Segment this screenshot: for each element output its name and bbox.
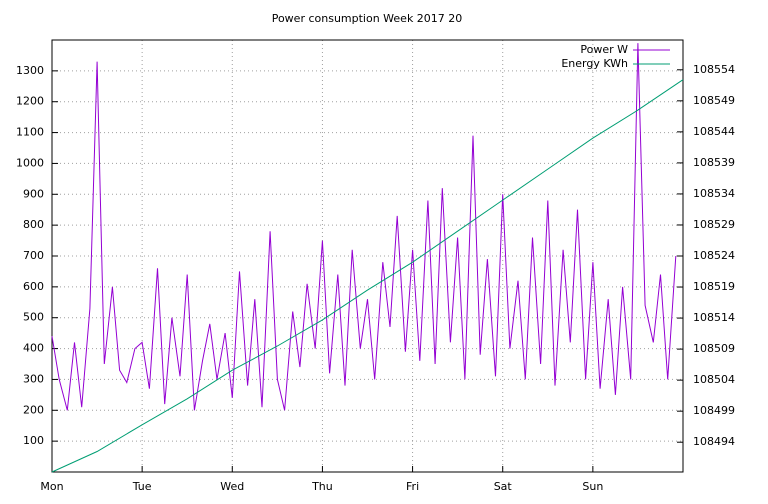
y2-tick-label: 108529 xyxy=(693,218,735,231)
series-line xyxy=(51,43,677,411)
y2-tick-label: 108514 xyxy=(693,311,735,324)
y2-tick-label: 108544 xyxy=(693,125,735,138)
y-tick-label: 1300 xyxy=(16,64,44,77)
chart-title: Power consumption Week 2017 20 xyxy=(272,12,463,25)
y2-tick-label: 108534 xyxy=(693,187,735,200)
x-tick-label: Thu xyxy=(311,480,333,493)
y-tick-label: 100 xyxy=(23,434,44,447)
y-tick-label: 900 xyxy=(23,187,44,200)
y-tick-label: 1200 xyxy=(16,95,44,108)
y-tick-label: 200 xyxy=(23,403,44,416)
y-tick-label: 300 xyxy=(23,372,44,385)
y-tick-label: 800 xyxy=(23,218,44,231)
x-tick-label: Fri xyxy=(406,480,419,493)
y-tick-label: 1000 xyxy=(16,156,44,169)
series-line xyxy=(51,79,684,473)
y-tick-label: 1100 xyxy=(16,126,44,139)
y-tick-label: 600 xyxy=(23,280,44,293)
y2-tick-label: 108524 xyxy=(693,249,735,262)
y-tick-label: 700 xyxy=(23,249,44,262)
legend-label: Power W xyxy=(580,43,628,56)
y2-tick-label: 108504 xyxy=(693,373,735,386)
y2-tick-label: 108509 xyxy=(693,342,735,355)
legend-label: Energy KWh xyxy=(561,57,628,70)
y2-tick-label: 108499 xyxy=(693,404,735,417)
x-tick-label: Sun xyxy=(582,480,603,493)
y2-tick-label: 108554 xyxy=(693,63,735,76)
y2-tick-label: 108494 xyxy=(693,435,735,448)
x-tick-label: Mon xyxy=(40,480,63,493)
plot-frame xyxy=(51,39,684,473)
y2-tick-label: 108549 xyxy=(693,94,735,107)
y2-tick-label: 108519 xyxy=(693,280,735,293)
x-tick-label: Sat xyxy=(494,480,513,493)
y-tick-label: 500 xyxy=(23,311,44,324)
y2-tick-label: 108539 xyxy=(693,156,735,169)
x-tick-label: Wed xyxy=(220,480,244,493)
y-tick-label: 400 xyxy=(23,342,44,355)
x-tick-label: Tue xyxy=(132,480,152,493)
